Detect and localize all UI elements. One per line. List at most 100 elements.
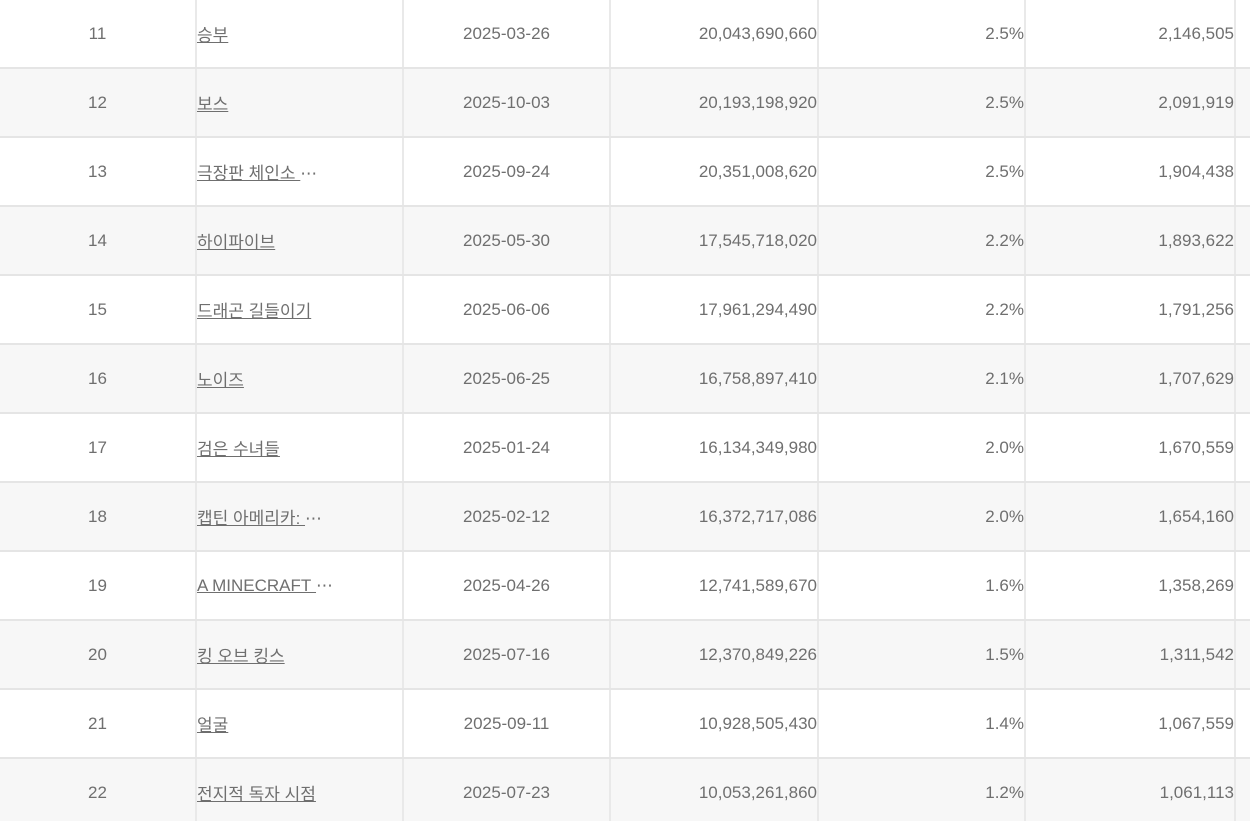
- release-date-cell: 2025-10-03: [403, 68, 611, 138]
- release-date-cell: 2025-05-30: [403, 206, 611, 276]
- rank-cell: 13: [0, 137, 197, 207]
- audience-cell: 1,358,269: [1025, 551, 1236, 621]
- cutoff-cell: [1235, 206, 1250, 276]
- title-cell: 킹 오브 킹스: [196, 620, 404, 690]
- rank-cell: 19: [0, 551, 197, 621]
- audience-cell: 1,707,629: [1025, 344, 1236, 414]
- table-row: 21 얼굴 2025-09-11 10,928,505,430 1.4% 1,0…: [0, 689, 1250, 759]
- revenue-cell: 12,370,849,226: [610, 620, 819, 690]
- share-cell: 2.0%: [818, 482, 1026, 552]
- table-row: 16 노이즈 2025-06-25 16,758,897,410 2.1% 1,…: [0, 344, 1250, 414]
- share-cell: 2.1%: [818, 344, 1026, 414]
- cutoff-cell: [1235, 551, 1250, 621]
- audience-cell: 1,791,256: [1025, 275, 1236, 345]
- revenue-cell: 16,758,897,410: [610, 344, 819, 414]
- share-cell: 2.5%: [818, 0, 1026, 69]
- title-cell: 승부: [196, 0, 404, 69]
- table-row: 17 검은 수녀들 2025-01-24 16,134,349,980 2.0%…: [0, 413, 1250, 483]
- audience-cell: 1,654,160: [1025, 482, 1236, 552]
- rank-cell: 14: [0, 206, 197, 276]
- release-date-cell: 2025-07-23: [403, 758, 611, 821]
- release-date-cell: 2025-07-16: [403, 620, 611, 690]
- title-cell: A MINECRAFT ⋯: [196, 551, 404, 621]
- cutoff-cell: [1235, 344, 1250, 414]
- audience-cell: 2,146,505: [1025, 0, 1236, 69]
- audience-cell: 1,670,559: [1025, 413, 1236, 483]
- movie-title-link[interactable]: 얼굴: [197, 716, 229, 735]
- cutoff-cell: [1235, 137, 1250, 207]
- release-date-cell: 2025-01-24: [403, 413, 611, 483]
- rank-cell: 21: [0, 689, 197, 759]
- audience-cell: 1,904,438: [1025, 137, 1236, 207]
- movie-title-link[interactable]: 노이즈: [197, 371, 244, 390]
- title-truncation-ellipsis: ⋯: [300, 164, 318, 183]
- rank-cell: 11: [0, 0, 197, 69]
- movie-title-link[interactable]: 극장판 체인소: [197, 164, 301, 183]
- movie-title-link[interactable]: 전지적 독자 시점: [197, 785, 316, 804]
- movie-title-link[interactable]: 검은 수녀들: [197, 440, 280, 459]
- cutoff-cell: [1235, 620, 1250, 690]
- table-row: 18 캡틴 아메리카: ⋯ 2025-02-12 16,372,717,086 …: [0, 482, 1250, 552]
- share-cell: 1.6%: [818, 551, 1026, 621]
- release-date-cell: 2025-02-12: [403, 482, 611, 552]
- release-date-cell: 2025-03-26: [403, 0, 611, 69]
- movie-title-link[interactable]: 하이파이브: [197, 233, 276, 252]
- title-cell: 하이파이브: [196, 206, 404, 276]
- title-cell: 캡틴 아메리카: ⋯: [196, 482, 404, 552]
- table-row: 11 승부 2025-03-26 20,043,690,660 2.5% 2,1…: [0, 0, 1250, 69]
- table-row: 12 보스 2025-10-03 20,193,198,920 2.5% 2,0…: [0, 68, 1250, 138]
- table-row: 22 전지적 독자 시점 2025-07-23 10,053,261,860 1…: [0, 758, 1250, 821]
- cutoff-cell: [1235, 68, 1250, 138]
- title-cell: 전지적 독자 시점: [196, 758, 404, 821]
- cutoff-cell: [1235, 413, 1250, 483]
- cutoff-cell: [1235, 482, 1250, 552]
- rank-cell: 22: [0, 758, 197, 821]
- release-date-cell: 2025-09-11: [403, 689, 611, 759]
- movie-title-link[interactable]: 킹 오브 킹스: [197, 647, 285, 666]
- title-cell: 노이즈: [196, 344, 404, 414]
- title-cell: 얼굴: [196, 689, 404, 759]
- revenue-cell: 17,961,294,490: [610, 275, 819, 345]
- revenue-cell: 16,372,717,086: [610, 482, 819, 552]
- movie-title-link[interactable]: 승부: [197, 26, 229, 45]
- title-truncation-ellipsis: ⋯: [316, 575, 334, 595]
- revenue-cell: 12,741,589,670: [610, 551, 819, 621]
- movie-title-link[interactable]: 드래곤 길들이기: [197, 302, 312, 321]
- release-date-cell: 2025-06-06: [403, 275, 611, 345]
- share-cell: 2.2%: [818, 206, 1026, 276]
- revenue-cell: 10,928,505,430: [610, 689, 819, 759]
- table-row: 20 킹 오브 킹스 2025-07-16 12,370,849,226 1.5…: [0, 620, 1250, 690]
- audience-cell: 1,311,542: [1025, 620, 1236, 690]
- release-date-cell: 2025-06-25: [403, 344, 611, 414]
- rank-cell: 16: [0, 344, 197, 414]
- revenue-cell: 10,053,261,860: [610, 758, 819, 821]
- rank-cell: 18: [0, 482, 197, 552]
- share-cell: 1.5%: [818, 620, 1026, 690]
- cutoff-cell: [1235, 689, 1250, 759]
- revenue-cell: 17,545,718,020: [610, 206, 819, 276]
- table-row: 19 A MINECRAFT ⋯ 2025-04-26 12,741,589,6…: [0, 551, 1250, 621]
- rank-cell: 20: [0, 620, 197, 690]
- revenue-cell: 20,351,008,620: [610, 137, 819, 207]
- movie-title-link[interactable]: A MINECRAFT: [197, 575, 317, 595]
- cutoff-cell: [1235, 275, 1250, 345]
- revenue-cell: 20,043,690,660: [610, 0, 819, 69]
- share-cell: 2.2%: [818, 275, 1026, 345]
- revenue-cell: 16,134,349,980: [610, 413, 819, 483]
- release-date-cell: 2025-04-26: [403, 551, 611, 621]
- revenue-cell: 20,193,198,920: [610, 68, 819, 138]
- audience-cell: 1,893,622: [1025, 206, 1236, 276]
- cutoff-cell: [1235, 758, 1250, 821]
- share-cell: 1.2%: [818, 758, 1026, 821]
- rank-cell: 15: [0, 275, 197, 345]
- movie-title-link[interactable]: 보스: [197, 95, 229, 114]
- share-cell: 2.0%: [818, 413, 1026, 483]
- table-row: 14 하이파이브 2025-05-30 17,545,718,020 2.2% …: [0, 206, 1250, 276]
- title-truncation-ellipsis: ⋯: [305, 509, 323, 528]
- title-cell: 보스: [196, 68, 404, 138]
- movie-title-link[interactable]: 캡틴 아메리카:: [197, 509, 306, 528]
- audience-cell: 1,067,559: [1025, 689, 1236, 759]
- title-cell: 극장판 체인소 ⋯: [196, 137, 404, 207]
